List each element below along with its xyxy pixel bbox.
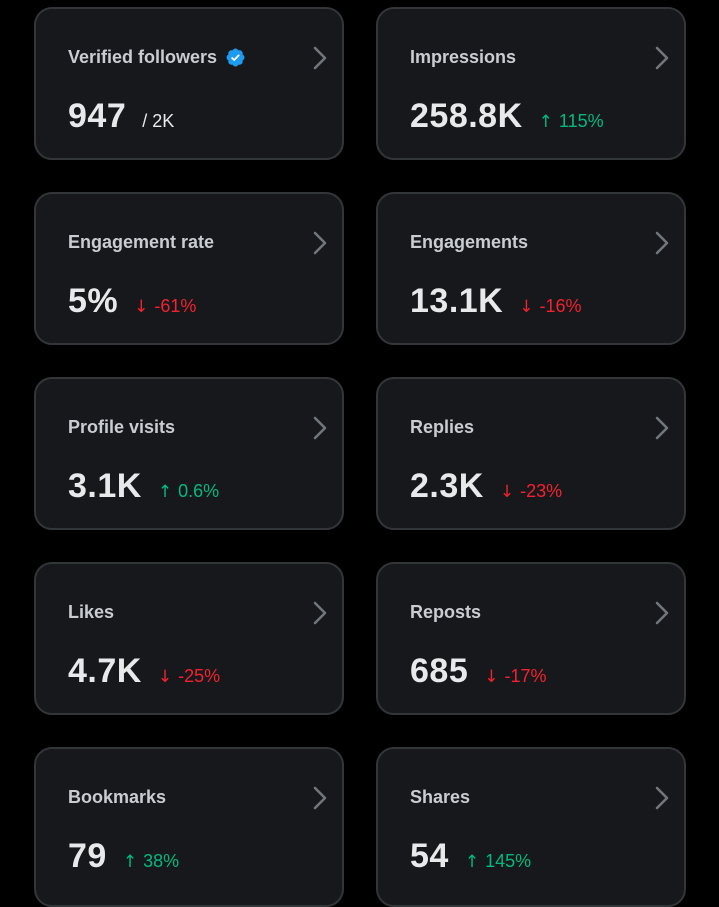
arrow-down-icon: ↓ xyxy=(519,297,533,317)
reposts-card[interactable]: Reposts 685 ↓ -17% xyxy=(376,562,686,715)
chevron-right-icon[interactable] xyxy=(654,600,670,626)
metric-value-row: 947 / 2K xyxy=(68,97,174,136)
metric-change-value: -25% xyxy=(178,666,220,687)
metric-value-row: 79 ↑ 38% xyxy=(68,837,179,876)
verified-followers-card[interactable]: Verified followers 947 / 2K xyxy=(34,7,344,160)
chevron-right-icon[interactable] xyxy=(312,230,328,256)
metric-change-value: -61% xyxy=(154,296,196,317)
metric-change-value: -23% xyxy=(520,481,562,502)
metric-suffix: / 2K xyxy=(142,111,174,132)
metric-value-row: 685 ↓ -17% xyxy=(410,652,547,691)
metric-value-row: 2.3K ↓ -23% xyxy=(410,467,562,506)
metric-value: 4.7K xyxy=(68,652,142,691)
metric-value-row: 54 ↑ 145% xyxy=(410,837,531,876)
chevron-right-icon[interactable] xyxy=(654,230,670,256)
metric-value: 79 xyxy=(68,837,107,876)
arrow-down-icon: ↓ xyxy=(484,667,498,687)
card-title-row: Verified followers xyxy=(68,47,246,68)
likes-card[interactable]: Likes 4.7K ↓ -25% xyxy=(34,562,344,715)
metric-value: 13.1K xyxy=(410,282,503,321)
verified-badge-icon xyxy=(225,47,246,68)
metric-change-value: 0.6% xyxy=(178,481,219,502)
card-title-row: Profile visits xyxy=(68,417,175,438)
chevron-right-icon[interactable] xyxy=(654,785,670,811)
card-title: Engagements xyxy=(410,232,528,253)
metric-change: ↑ 115% xyxy=(539,111,604,132)
engagements-card[interactable]: Engagements 13.1K ↓ -16% xyxy=(376,192,686,345)
replies-card[interactable]: Replies 2.3K ↓ -23% xyxy=(376,377,686,530)
metric-value: 685 xyxy=(410,652,468,691)
metric-change: ↓ -16% xyxy=(519,296,581,317)
metric-value-row: 3.1K ↑ 0.6% xyxy=(68,467,219,506)
analytics-grid: Verified followers 947 / 2K Impressions … xyxy=(34,7,686,907)
metric-value-row: 5% ↓ -61% xyxy=(68,282,196,321)
arrow-up-icon: ↑ xyxy=(539,112,553,132)
metric-value: 54 xyxy=(410,837,449,876)
card-title-row: Shares xyxy=(410,787,470,808)
arrow-up-icon: ↑ xyxy=(158,482,172,502)
metric-value: 2.3K xyxy=(410,467,484,506)
arrow-up-icon: ↑ xyxy=(123,852,137,872)
arrow-up-icon: ↑ xyxy=(465,852,479,872)
chevron-right-icon[interactable] xyxy=(312,415,328,441)
card-title-row: Reposts xyxy=(410,602,481,623)
arrow-down-icon: ↓ xyxy=(500,482,514,502)
card-title-row: Impressions xyxy=(410,47,516,68)
card-title: Replies xyxy=(410,417,474,438)
card-title: Bookmarks xyxy=(68,787,166,808)
metric-change-value: -16% xyxy=(539,296,581,317)
metric-change: ↓ -25% xyxy=(158,666,220,687)
card-title-row: Replies xyxy=(410,417,474,438)
card-title: Verified followers xyxy=(68,47,217,68)
metric-change: ↑ 145% xyxy=(465,851,531,872)
card-title: Reposts xyxy=(410,602,481,623)
metric-change-value: -17% xyxy=(504,666,546,687)
metric-value: 947 xyxy=(68,97,126,136)
card-title: Engagement rate xyxy=(68,232,214,253)
metric-change-value: 38% xyxy=(143,851,179,872)
card-title: Shares xyxy=(410,787,470,808)
metric-change: ↓ -17% xyxy=(484,666,546,687)
card-title-row: Engagement rate xyxy=(68,232,214,253)
metric-value: 258.8K xyxy=(410,97,523,136)
chevron-right-icon[interactable] xyxy=(654,45,670,71)
card-title-row: Bookmarks xyxy=(68,787,166,808)
bookmarks-card[interactable]: Bookmarks 79 ↑ 38% xyxy=(34,747,344,907)
card-title-row: Engagements xyxy=(410,232,528,253)
card-title: Profile visits xyxy=(68,417,175,438)
profile-visits-card[interactable]: Profile visits 3.1K ↑ 0.6% xyxy=(34,377,344,530)
metric-change: ↓ -61% xyxy=(134,296,196,317)
impressions-card[interactable]: Impressions 258.8K ↑ 115% xyxy=(376,7,686,160)
metric-value: 5% xyxy=(68,282,118,321)
arrow-down-icon: ↓ xyxy=(134,297,148,317)
metric-change: ↑ 0.6% xyxy=(158,481,219,502)
metric-change-value: 145% xyxy=(485,851,531,872)
shares-card[interactable]: Shares 54 ↑ 145% xyxy=(376,747,686,907)
card-title: Likes xyxy=(68,602,114,623)
card-title: Impressions xyxy=(410,47,516,68)
chevron-right-icon[interactable] xyxy=(312,785,328,811)
chevron-right-icon[interactable] xyxy=(312,600,328,626)
arrow-down-icon: ↓ xyxy=(158,667,172,687)
chevron-right-icon[interactable] xyxy=(312,45,328,71)
metric-value-row: 13.1K ↓ -16% xyxy=(410,282,582,321)
metric-value-row: 4.7K ↓ -25% xyxy=(68,652,220,691)
metric-change-value: 115% xyxy=(559,111,604,132)
metric-value: 3.1K xyxy=(68,467,142,506)
chevron-right-icon[interactable] xyxy=(654,415,670,441)
metric-change: ↑ 38% xyxy=(123,851,179,872)
metric-value-row: 258.8K ↑ 115% xyxy=(410,97,604,136)
metric-change: ↓ -23% xyxy=(500,481,562,502)
engagement-rate-card[interactable]: Engagement rate 5% ↓ -61% xyxy=(34,192,344,345)
card-title-row: Likes xyxy=(68,602,114,623)
